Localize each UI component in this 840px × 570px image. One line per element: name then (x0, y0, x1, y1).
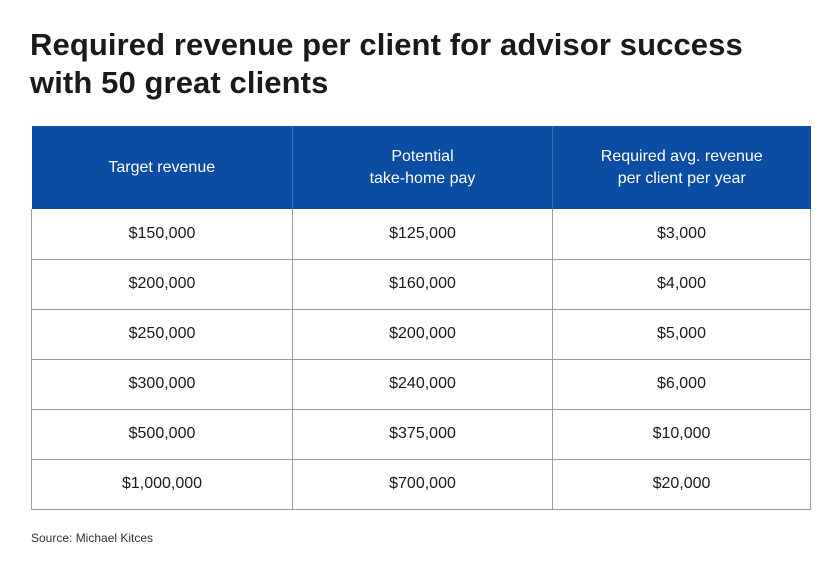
table-row: $200,000 $160,000 $4,000 (31, 258, 811, 310)
table-cell: $125,000 (292, 209, 553, 260)
table-cell: $240,000 (292, 358, 553, 410)
table-cell: $500,000 (31, 408, 293, 460)
table-cell: $20,000 (552, 458, 811, 510)
column-header-take-home-pay: Potential take-home pay (292, 126, 553, 209)
source-note: Source: Michael Kitces (31, 531, 154, 545)
table-cell: $5,000 (552, 308, 811, 360)
table-cell: $375,000 (292, 408, 553, 460)
chart-title: Required revenue per client for advisor … (30, 27, 743, 100)
table-cell: $250,000 (31, 308, 293, 360)
table-cell: $700,000 (292, 458, 553, 510)
revenue-table: Target revenue Potential take-home pay R… (31, 126, 811, 510)
table-cell: $150,000 (31, 209, 293, 260)
table-cell: $3,000 (552, 209, 811, 260)
table-cell: $160,000 (292, 258, 553, 310)
table-row: $500,000 $375,000 $10,000 (31, 408, 811, 460)
table-cell: $4,000 (552, 258, 811, 310)
table-header-row: Target revenue Potential take-home pay R… (31, 126, 811, 209)
table-cell: $300,000 (31, 358, 293, 410)
table-row: $150,000 $125,000 $3,000 (31, 209, 811, 260)
column-header-target-revenue: Target revenue (31, 126, 293, 209)
table-cell: $10,000 (552, 408, 811, 460)
table-cell: $200,000 (292, 308, 553, 360)
table-cell: $1,000,000 (31, 458, 293, 510)
table-row: $300,000 $240,000 $6,000 (31, 358, 811, 410)
column-header-revenue-per-client: Required avg. revenue per client per yea… (552, 126, 811, 209)
table-cell: $200,000 (31, 258, 293, 310)
table-cell: $6,000 (552, 358, 811, 410)
table-row: $1,000,000 $700,000 $20,000 (31, 458, 811, 510)
table-row: $250,000 $200,000 $5,000 (31, 308, 811, 360)
